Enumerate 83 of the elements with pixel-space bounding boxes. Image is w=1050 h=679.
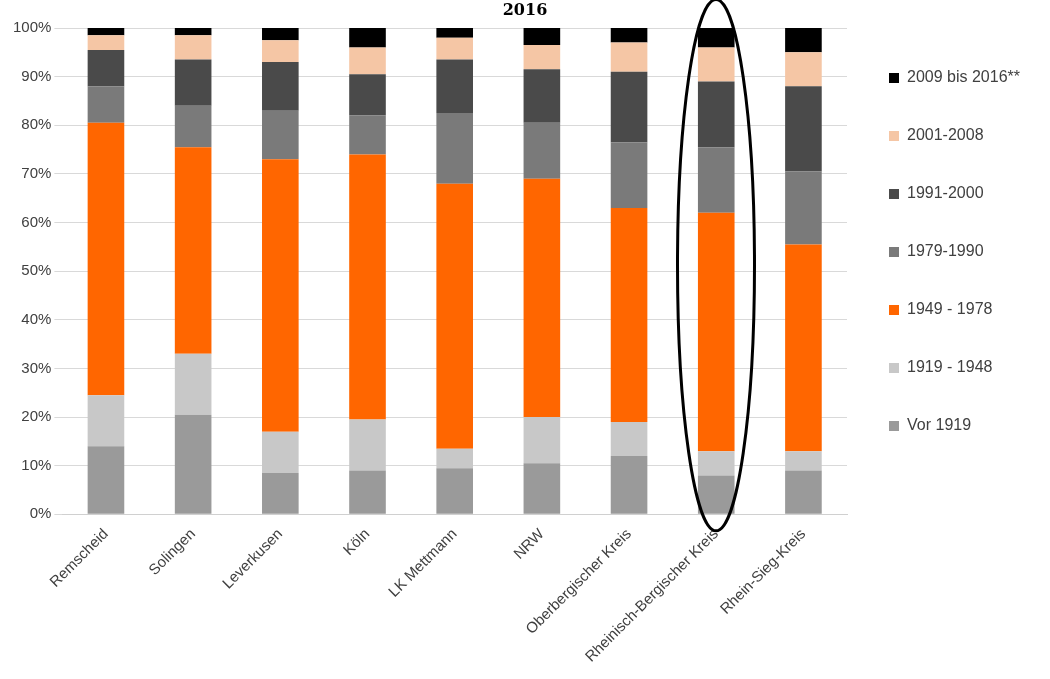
bar [174,105,212,148]
bar [349,115,386,155]
bar [436,59,473,114]
bar [174,35,212,60]
bar [697,451,735,476]
bar [523,45,561,70]
bar [87,122,125,396]
bar [349,470,386,514]
bar [262,28,299,41]
bar [523,122,561,179]
bar [610,207,648,422]
legend-label: 1979-1990 [907,242,984,260]
bar [349,74,386,116]
bar [436,28,473,38]
bar [349,154,386,420]
bar [87,35,125,50]
bar [697,47,735,82]
bar [174,28,212,36]
bar [349,28,386,48]
bar [697,81,735,148]
bar [436,37,473,60]
bar [436,113,473,184]
bar [262,110,299,160]
y-tick-label: 30% [21,358,52,376]
bar [697,147,735,213]
bar [87,49,125,87]
bar [610,421,648,456]
bar [262,473,299,514]
bar [436,448,473,469]
bar [610,455,648,514]
bar [697,212,735,452]
bar [262,62,299,111]
bar [523,178,561,418]
y-tick-label: 60% [21,212,52,230]
legend-label: 1949 - 1978 [907,300,993,318]
bar [697,475,735,514]
legend-label: 2009 bis 2016** [907,68,1020,86]
bar [785,451,822,471]
bar [523,417,561,464]
bar [174,59,212,106]
bar [262,40,299,63]
y-tick-label: 10% [21,455,52,473]
bar [610,142,648,208]
bar [785,86,822,172]
bar [523,463,561,514]
y-tick-label: 70% [21,164,52,182]
bar [436,183,473,449]
legend-label: Vor 1919 [907,416,972,434]
y-tick-label: 50% [21,261,52,279]
bar [610,28,648,43]
bar [262,431,299,474]
bar [523,69,561,123]
bar [785,470,822,514]
y-tick-label: 80% [21,115,52,133]
bar [697,28,735,48]
bar [610,71,648,143]
y-tick-label: 100% [12,18,52,36]
y-tick-label: 0% [29,504,52,522]
y-tick-label: 40% [21,309,52,327]
legend-label: 1991-2000 [907,184,984,202]
bar [174,414,212,514]
bar [87,446,125,514]
bar [174,147,212,354]
bar [174,353,212,415]
y-tick-label: 90% [21,66,52,84]
legend-label: 2001-2008 [907,126,984,144]
bar [785,28,822,53]
bar [610,42,648,72]
x-tick-label: Köln [339,524,373,558]
bar [262,159,299,432]
bar [87,28,125,36]
bar [87,86,125,123]
bar [785,52,822,87]
bar [785,171,822,245]
bar [785,244,822,452]
bar [523,28,561,46]
bar [349,419,386,471]
bar [349,47,386,75]
legend-label: 1919 - 1948 [907,358,993,376]
bar [436,468,473,514]
bar [87,395,125,447]
chart-title: 2016 [501,0,549,19]
y-tick-label: 20% [21,407,52,425]
